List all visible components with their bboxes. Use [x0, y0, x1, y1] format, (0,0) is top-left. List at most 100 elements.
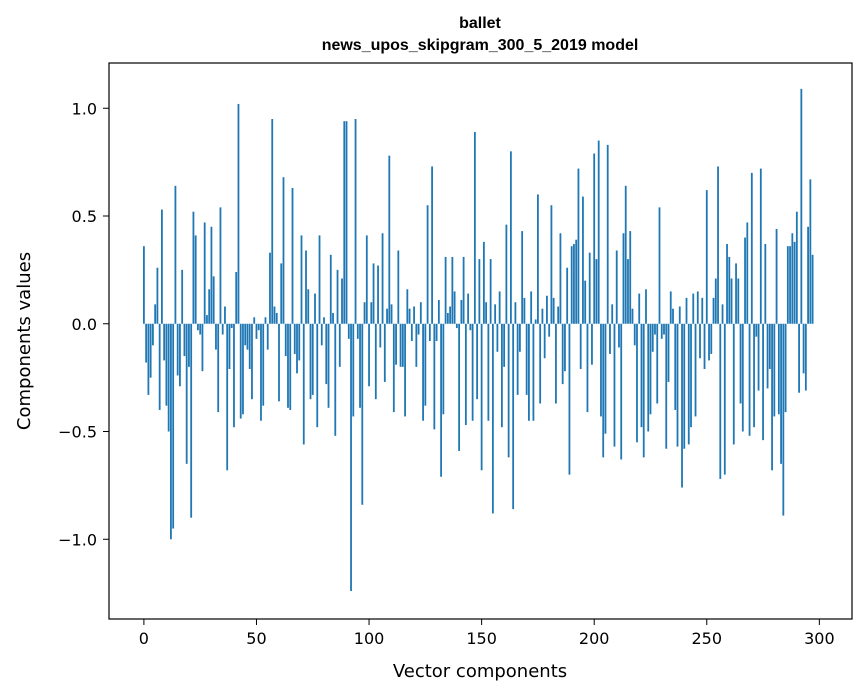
x-axis-label: Vector components — [393, 661, 567, 682]
bar-230 — [660, 323, 663, 339]
bar-119 — [410, 323, 413, 341]
bar-266 — [741, 323, 744, 432]
bar-88 — [341, 278, 343, 324]
bar-49 — [253, 317, 256, 324]
bar-228 — [656, 323, 659, 404]
bar-201 — [595, 259, 598, 324]
bar-253 — [712, 297, 715, 324]
bar-104 — [377, 265, 379, 324]
bar-36 — [224, 306, 226, 324]
bar-156 — [494, 304, 497, 324]
bar-66 — [291, 187, 294, 324]
bar-94 — [354, 119, 357, 324]
bar-187 — [564, 323, 566, 372]
bar-286 — [786, 246, 789, 324]
bar-262 — [732, 323, 735, 445]
bar-115 — [401, 323, 404, 367]
bar-61 — [280, 263, 283, 324]
bar-246 — [696, 291, 699, 324]
bar-141 — [460, 300, 463, 324]
bar-33 — [217, 323, 220, 413]
bar-166 — [516, 323, 519, 395]
bar-210 — [615, 250, 618, 324]
bar-248 — [701, 297, 704, 324]
bar-98 — [363, 302, 366, 324]
bar-60 — [278, 323, 280, 402]
bar-290 — [795, 211, 798, 324]
bar-292 — [800, 88, 803, 324]
bar-197 — [586, 323, 589, 413]
bar-202 — [597, 140, 600, 324]
bar-213 — [622, 233, 625, 324]
bar-54 — [264, 317, 267, 324]
bar-138 — [453, 291, 456, 324]
bar-31 — [212, 276, 215, 324]
y-axis: −1.0 −0.5 0.0 0.5 1.0 — [58, 99, 109, 549]
bar-37 — [226, 323, 229, 471]
bar-45 — [244, 323, 247, 346]
bar-276 — [764, 244, 767, 324]
bar-6 — [156, 267, 159, 324]
bar-274 — [759, 168, 762, 324]
bar-244 — [692, 293, 695, 324]
bar-162 — [507, 323, 510, 458]
bar-4 — [152, 323, 154, 346]
bar-296 — [809, 179, 812, 324]
bar-235 — [672, 308, 674, 324]
bar-203 — [600, 323, 602, 417]
bar-81 — [325, 323, 328, 385]
bar-85 — [334, 323, 337, 436]
bar-175 — [537, 194, 539, 324]
bar-237 — [676, 323, 679, 447]
x-tick-label: 150 — [466, 629, 497, 648]
bar-84 — [332, 312, 334, 324]
bar-225 — [649, 323, 652, 415]
bar-78 — [318, 235, 321, 324]
bar-159 — [500, 323, 503, 428]
bar-263 — [735, 263, 737, 324]
bar-30 — [210, 226, 213, 324]
bar-238 — [678, 306, 681, 324]
bar-186 — [561, 323, 564, 385]
bar-13 — [172, 323, 175, 529]
bar-257 — [721, 304, 724, 324]
bar-126 — [426, 205, 429, 324]
bar-106 — [381, 233, 384, 324]
bar-147 — [473, 131, 476, 324]
bar-265 — [739, 323, 742, 404]
bar-32 — [215, 323, 217, 350]
bar-79 — [320, 323, 323, 346]
bar-180 — [548, 323, 551, 337]
bar-160 — [503, 323, 506, 367]
bar-261 — [730, 278, 733, 324]
bar-258 — [723, 323, 726, 475]
bar-223 — [645, 289, 647, 324]
bar-142 — [462, 256, 465, 324]
bar-178 — [543, 323, 546, 359]
bar-123 — [419, 302, 422, 324]
bar-38 — [228, 323, 231, 370]
bar-51 — [257, 323, 260, 331]
bar-177 — [541, 308, 544, 324]
bar-117 — [406, 289, 409, 324]
bar-43 — [239, 323, 242, 419]
bar-155 — [491, 323, 494, 514]
bar-89 — [343, 121, 346, 324]
bar-35 — [221, 323, 224, 335]
x-axis: 0 50 100 150 200 250 300 — [139, 619, 835, 648]
bar-181 — [550, 205, 553, 324]
bar-15 — [176, 323, 179, 376]
bar-250 — [705, 190, 708, 324]
bar-270 — [750, 172, 753, 324]
y-axis-label: Components values — [14, 252, 35, 430]
bar-55 — [266, 323, 269, 350]
bar-297 — [811, 254, 814, 324]
bar-46 — [246, 323, 249, 350]
bar-234 — [669, 291, 672, 324]
bar-74 — [309, 323, 312, 400]
bar-255 — [717, 166, 719, 324]
bar-73 — [307, 289, 310, 324]
x-tick-label: 300 — [804, 629, 835, 648]
bar-29 — [208, 289, 211, 324]
bar-161 — [505, 224, 508, 324]
